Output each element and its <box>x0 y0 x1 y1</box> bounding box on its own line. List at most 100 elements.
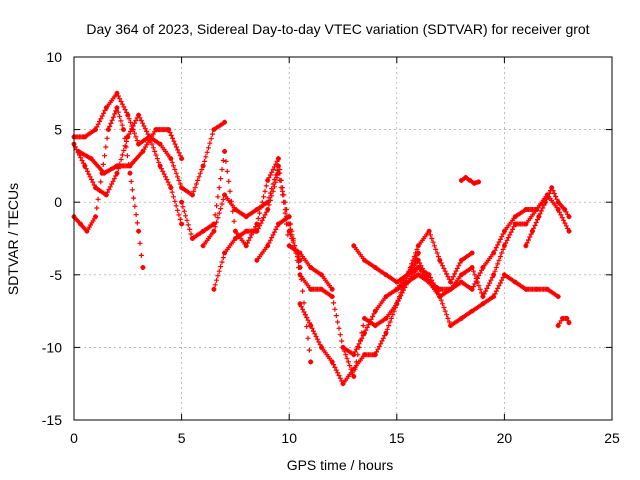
data-point <box>555 294 561 299</box>
series-markers <box>179 148 335 292</box>
series-arc-7 <box>211 170 303 292</box>
data-point <box>211 228 217 234</box>
data-point <box>372 323 378 328</box>
data-point <box>140 149 146 154</box>
data-point <box>566 214 572 220</box>
data-point <box>168 156 174 162</box>
series-arc-6 <box>200 163 314 365</box>
data-point <box>265 178 271 183</box>
data-point <box>480 265 486 270</box>
data-point <box>101 170 107 176</box>
data-point <box>459 272 464 278</box>
data-point <box>469 250 475 256</box>
data-point <box>437 286 443 292</box>
data-point <box>469 308 475 314</box>
data-point <box>491 272 496 278</box>
data-point <box>254 228 260 234</box>
data-point <box>233 207 238 212</box>
series-markers <box>254 214 443 358</box>
data-point <box>286 243 292 249</box>
data-point <box>153 127 159 132</box>
x-tick-label: 20 <box>497 430 513 446</box>
data-point <box>286 214 292 220</box>
data-point <box>276 156 281 162</box>
data-point <box>136 228 142 234</box>
data-point <box>190 192 195 198</box>
data-point <box>448 323 453 328</box>
data-point <box>82 134 88 140</box>
data-point <box>211 127 217 132</box>
data-point <box>523 221 529 227</box>
data-point <box>530 228 535 234</box>
data-point <box>276 170 281 176</box>
data-point <box>319 286 324 292</box>
data-point <box>93 127 98 132</box>
data-point <box>512 214 518 220</box>
data-point <box>362 330 367 336</box>
x-axis-title: GPS time / hours <box>287 457 394 473</box>
y-tick-label: 0 <box>54 194 62 210</box>
y-tick-label: -5 <box>50 267 63 283</box>
data-point <box>555 207 561 212</box>
data-point <box>254 257 260 263</box>
data-point <box>426 228 432 234</box>
data-point <box>222 119 228 125</box>
data-point <box>372 265 378 270</box>
data-point <box>566 228 572 234</box>
data-point <box>448 286 453 292</box>
data-point <box>179 199 185 205</box>
data-point <box>502 228 507 234</box>
data-point <box>415 243 421 249</box>
series-arc-1 <box>71 90 228 198</box>
x-tick-label: 0 <box>70 430 78 446</box>
data-point <box>523 286 529 292</box>
data-point <box>233 236 238 241</box>
data-point <box>536 214 542 220</box>
series-markers <box>200 163 314 365</box>
data-point <box>265 243 271 249</box>
data-point <box>383 330 389 336</box>
data-point <box>276 163 281 169</box>
data-point <box>469 286 475 292</box>
data-point <box>222 192 228 198</box>
data-point <box>179 185 185 191</box>
data-point <box>200 163 206 169</box>
data-point <box>459 279 464 285</box>
data-point <box>243 214 249 220</box>
data-point <box>179 156 185 162</box>
y-axis-title: SDTVAR / TECUs <box>5 183 21 295</box>
series-arc-8 <box>254 214 443 358</box>
series-arc-16 <box>555 315 572 329</box>
data-point <box>140 265 146 270</box>
data-point <box>512 279 518 285</box>
data-point <box>319 272 324 278</box>
data-point <box>211 286 217 292</box>
data-point <box>426 279 432 285</box>
data-point <box>562 207 568 212</box>
data-point <box>476 179 481 185</box>
data-point <box>448 279 453 285</box>
data-point <box>103 105 109 111</box>
data-point <box>459 316 464 321</box>
data-point <box>168 185 174 191</box>
data-point <box>467 178 473 183</box>
data-point <box>319 345 324 350</box>
series-arc-12 <box>394 192 550 292</box>
data-point <box>114 90 120 96</box>
data-point <box>469 265 475 270</box>
data-point <box>265 207 271 212</box>
data-point <box>297 301 303 307</box>
data-point <box>394 279 400 285</box>
chart-title: Day 364 of 2023, Sidereal Day-to-day VTE… <box>86 21 589 37</box>
data-point <box>362 257 367 263</box>
data-point <box>106 127 111 132</box>
data-point <box>383 294 389 299</box>
data-point <box>190 236 195 241</box>
data-point <box>254 207 260 212</box>
data-point <box>329 359 335 365</box>
data-point <box>127 163 133 169</box>
series-arc-4 <box>75 127 185 176</box>
data-point <box>340 381 346 387</box>
data-point <box>405 279 410 285</box>
